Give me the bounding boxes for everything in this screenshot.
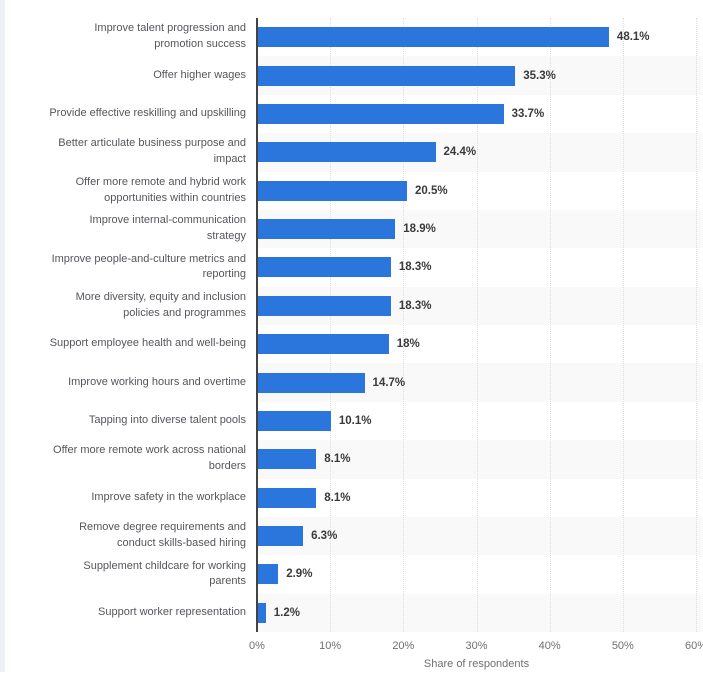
bar[interactable] — [257, 142, 436, 163]
bar-row: Improve talent progression and promotion… — [0, 18, 703, 56]
bar-row: Improve working hours and overtime 14.7% — [0, 363, 703, 401]
bar-row: Supplement childcare for working parents… — [0, 555, 703, 593]
bar[interactable] — [257, 180, 407, 201]
bar[interactable] — [257, 103, 504, 124]
bar[interactable] — [257, 487, 317, 508]
bar[interactable] — [257, 602, 266, 623]
gridline-10 — [330, 18, 332, 632]
bar[interactable] — [257, 257, 391, 278]
value-label: 33.7% — [511, 107, 545, 120]
value-label: 10.1% — [338, 414, 372, 427]
bar-row: Improve safety in the workplace 8.1% — [0, 479, 703, 517]
bar-row: Better articulate business purpose and i… — [0, 133, 703, 171]
value-label: 14.7% — [372, 376, 406, 389]
bar-row: Offer higher wages 35.3% — [0, 56, 703, 94]
category-label: Support worker representation — [98, 605, 246, 618]
value-label: 18.3% — [398, 299, 432, 312]
bar[interactable] — [257, 27, 609, 48]
category-label: Tapping into diverse talent pools — [88, 413, 246, 426]
category-label: Improve internal-communication strategy — [89, 214, 246, 243]
gridline-20 — [403, 18, 405, 632]
y-axis-line — [256, 18, 258, 632]
x-tick-label: 40% — [538, 640, 561, 652]
bar-row: Support employee health and well-being 1… — [0, 325, 703, 363]
category-label: Support employee health and well-being — [49, 337, 246, 350]
x-tick-label: 0% — [249, 640, 265, 652]
category-label: Supplement childcare for working parents — [83, 559, 246, 588]
value-label: 1.2% — [273, 606, 300, 619]
value-label: 18% — [396, 338, 420, 351]
x-tick-label: 20% — [392, 640, 415, 652]
category-label: More diversity, equity and inclusion pol… — [75, 290, 246, 319]
value-label: 18.9% — [403, 223, 436, 236]
category-label: Improve talent progression and promotion… — [94, 22, 246, 51]
category-label: Provide effective reskilling and upskill… — [49, 106, 246, 119]
category-label: Remove degree requirements and conduct s… — [79, 521, 246, 550]
bar-row: Offer more remote and hybrid work opport… — [0, 172, 703, 210]
value-label: 2.9% — [286, 568, 313, 581]
category-label: Improve working hours and overtime — [68, 375, 246, 388]
row-band — [257, 593, 703, 632]
bar[interactable] — [257, 410, 331, 431]
value-label: 6.3% — [311, 530, 338, 543]
bar[interactable] — [257, 526, 304, 547]
bar[interactable] — [257, 295, 391, 316]
x-tick-label: 60% — [684, 640, 703, 652]
bar-row: Offer more remote work across national b… — [0, 440, 703, 478]
value-label: 8.1% — [324, 453, 351, 466]
bar-row: Provide effective reskilling and upskill… — [0, 95, 703, 133]
bar-row: Support worker representation 1.2% — [0, 594, 703, 632]
bar[interactable] — [257, 219, 396, 240]
bar[interactable] — [257, 564, 279, 585]
x-tick-label: 10% — [319, 640, 342, 652]
page-edge-strip — [0, 0, 5, 672]
gridline-50 — [622, 18, 624, 632]
gridline-40 — [549, 18, 551, 632]
bar-row: Remove degree requirements and conduct s… — [0, 517, 703, 555]
value-label: 24.4% — [443, 146, 477, 159]
bar-row: Improve internal-communication strategy … — [0, 210, 703, 248]
value-label: 20.5% — [414, 184, 448, 197]
bar[interactable] — [257, 334, 389, 355]
bar-row: Improve people-and-culture metrics and r… — [0, 248, 703, 286]
bar[interactable] — [257, 449, 317, 470]
row-band — [257, 516, 703, 556]
category-label: Improve safety in the workplace — [91, 490, 246, 503]
gridline-60 — [696, 18, 697, 632]
bar[interactable] — [257, 65, 516, 86]
value-label: 8.1% — [324, 491, 351, 504]
gridline-30 — [476, 18, 478, 632]
value-label: 35.3% — [523, 69, 556, 82]
row-band — [257, 440, 703, 479]
x-tick-label: 50% — [611, 640, 634, 652]
value-label: 48.1% — [616, 31, 650, 44]
category-label: Offer higher wages — [153, 68, 246, 81]
x-axis-title: Share of respondents — [423, 658, 530, 670]
category-label: Better articulate business purpose and i… — [58, 137, 246, 166]
value-label: 18.3% — [398, 261, 432, 274]
x-tick-label: 30% — [465, 640, 488, 652]
category-label: Offer more remote and hybrid work opport… — [75, 175, 246, 204]
bar[interactable] — [257, 372, 365, 393]
bar-row: More diversity, equity and inclusion pol… — [0, 287, 703, 325]
category-label: Offer more remote work across national b… — [53, 444, 246, 473]
bar-row: Tapping into diverse talent pools 10.1% — [0, 402, 703, 440]
category-label: Improve people-and-culture metrics and r… — [51, 252, 246, 281]
